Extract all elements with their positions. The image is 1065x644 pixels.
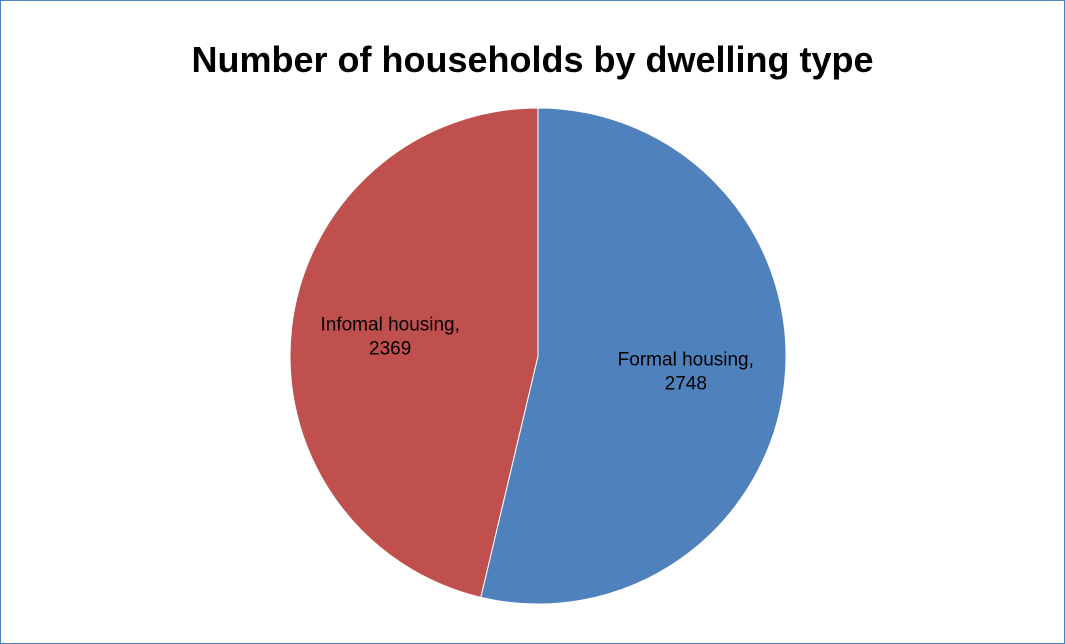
data-label-value: 2369 <box>369 339 411 360</box>
pie-slice-infomal-housing <box>289 107 539 598</box>
pie-slices <box>289 107 787 605</box>
data-label-formal-housing: Formal housing, 2748 <box>618 349 754 394</box>
pie-labels: Formal housing, 2748 Infomal housing, 2369 <box>320 315 753 395</box>
data-label-infomal-housing: Infomal housing, 2369 <box>320 315 459 360</box>
pie-slice-formal-housing <box>480 107 787 605</box>
data-label-name: Infomal housing, <box>320 315 459 336</box>
data-label-value: 2748 <box>665 373 707 394</box>
chart-title: Number of households by dwelling type <box>191 39 874 80</box>
data-label-name: Formal housing, <box>618 349 754 370</box>
